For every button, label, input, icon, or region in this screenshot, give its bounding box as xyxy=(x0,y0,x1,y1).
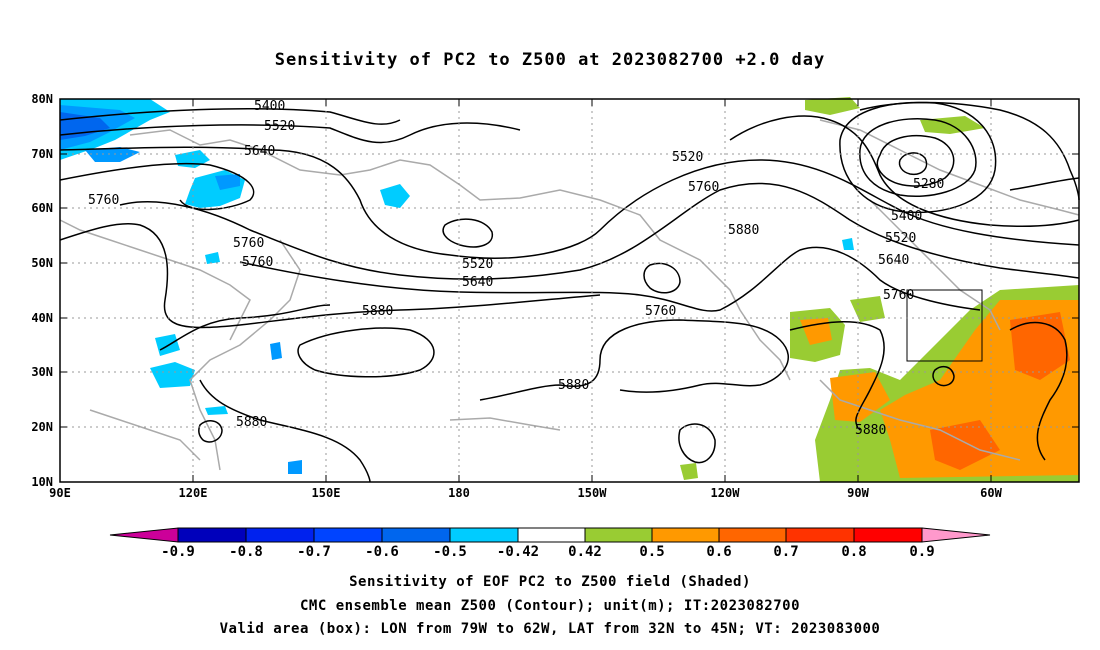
lat-label: 60N xyxy=(31,201,53,215)
contour-label: 5760 xyxy=(242,255,273,270)
contour-label: 5520 xyxy=(264,119,295,134)
colorbar-label: -0.42 xyxy=(496,544,540,560)
lat-label: 20N xyxy=(31,420,53,434)
contour-label: 5760 xyxy=(233,236,264,251)
colorbar-label: 0.42 xyxy=(568,544,602,560)
contour-label: 5880 xyxy=(362,304,393,319)
colorbar-label: -0.6 xyxy=(365,544,399,560)
valid-area-box xyxy=(906,289,983,362)
contour-label: 5520 xyxy=(885,231,916,246)
lon-label: 90E xyxy=(49,486,71,500)
colorbar-label: 0.7 xyxy=(773,544,799,560)
lat-label: 50N xyxy=(31,256,53,270)
lon-label: 120E xyxy=(178,486,208,500)
colorbar-segment xyxy=(109,527,179,543)
caption-shading: Sensitivity of EOF PC2 to Z500 field (Sh… xyxy=(349,574,751,590)
contour-label: 5280 xyxy=(913,177,944,192)
colorbar xyxy=(109,527,991,543)
lat-label: 70N xyxy=(31,147,53,161)
contour-label: 5880 xyxy=(855,423,886,438)
lon-label: 180 xyxy=(448,486,470,500)
caption-valid-area: Valid area (box): LON from 79W to 62W, L… xyxy=(219,621,881,637)
colorbar-segment xyxy=(921,527,991,543)
lon-label: 120W xyxy=(710,486,740,500)
lon-label: 90W xyxy=(847,486,869,500)
contour-label: 5760 xyxy=(883,288,914,303)
colorbar-label: -0.5 xyxy=(433,544,467,560)
coastlines xyxy=(59,119,1080,471)
z500-contours xyxy=(59,101,1080,483)
lat-label: 40N xyxy=(31,311,53,325)
colorbar-segment xyxy=(718,527,787,543)
colorbar-segment xyxy=(785,527,855,543)
contour-label: 5640 xyxy=(878,253,909,268)
lon-label: 60W xyxy=(980,486,1002,500)
contour-label: 5640 xyxy=(244,144,275,159)
colorbar-label: 0.6 xyxy=(706,544,732,560)
colorbar-label: -0.8 xyxy=(229,544,263,560)
caption-contour: CMC ensemble mean Z500 (Contour); unit(m… xyxy=(299,598,800,614)
contour-label: 5880 xyxy=(728,223,759,238)
contour-label: 5400 xyxy=(891,209,922,224)
colorbar-segment xyxy=(853,527,923,543)
contour-label: 5520 xyxy=(462,257,493,272)
contour-label: 5880 xyxy=(558,378,589,393)
contour-label: 5880 xyxy=(236,415,267,430)
colorbar-segment xyxy=(517,527,586,543)
positive-sensitivity-shading xyxy=(680,97,1079,482)
colorbar-segment xyxy=(449,527,519,543)
lat-label: 80N xyxy=(31,92,53,106)
colorbar-segment xyxy=(584,527,653,543)
grid-lines xyxy=(60,99,1079,482)
colorbar-segment xyxy=(177,527,247,543)
lon-label: 150E xyxy=(311,486,341,500)
contour-label: 5640 xyxy=(462,275,493,290)
lon-label: 150W xyxy=(577,486,607,500)
colorbar-segment xyxy=(381,527,451,543)
lat-label: 30N xyxy=(31,365,53,379)
colorbar-label: -0.9 xyxy=(161,544,195,560)
contour-label: 5400 xyxy=(254,99,285,114)
contour-label: 5760 xyxy=(645,304,676,319)
colorbar-label: 0.5 xyxy=(639,544,665,560)
contour-label: 5520 xyxy=(672,150,703,165)
contour-label: 5760 xyxy=(88,193,119,208)
colorbar-segment xyxy=(245,527,315,543)
figure-title: Sensitivity of PC2 to Z500 at 2023082700… xyxy=(274,50,826,70)
colorbar-label: 0.9 xyxy=(909,544,935,560)
lat-label: 10N xyxy=(31,475,53,489)
contour-labels: 5400 5520 5640 5760 5760 5760 5880 5520 … xyxy=(88,99,944,438)
contour-label: 5760 xyxy=(688,180,719,195)
colorbar-label: 0.8 xyxy=(841,544,867,560)
colorbar-label: -0.7 xyxy=(297,544,331,560)
colorbar-segment xyxy=(651,527,720,543)
negative-sensitivity-shading xyxy=(60,99,854,474)
colorbar-segment xyxy=(313,527,383,543)
